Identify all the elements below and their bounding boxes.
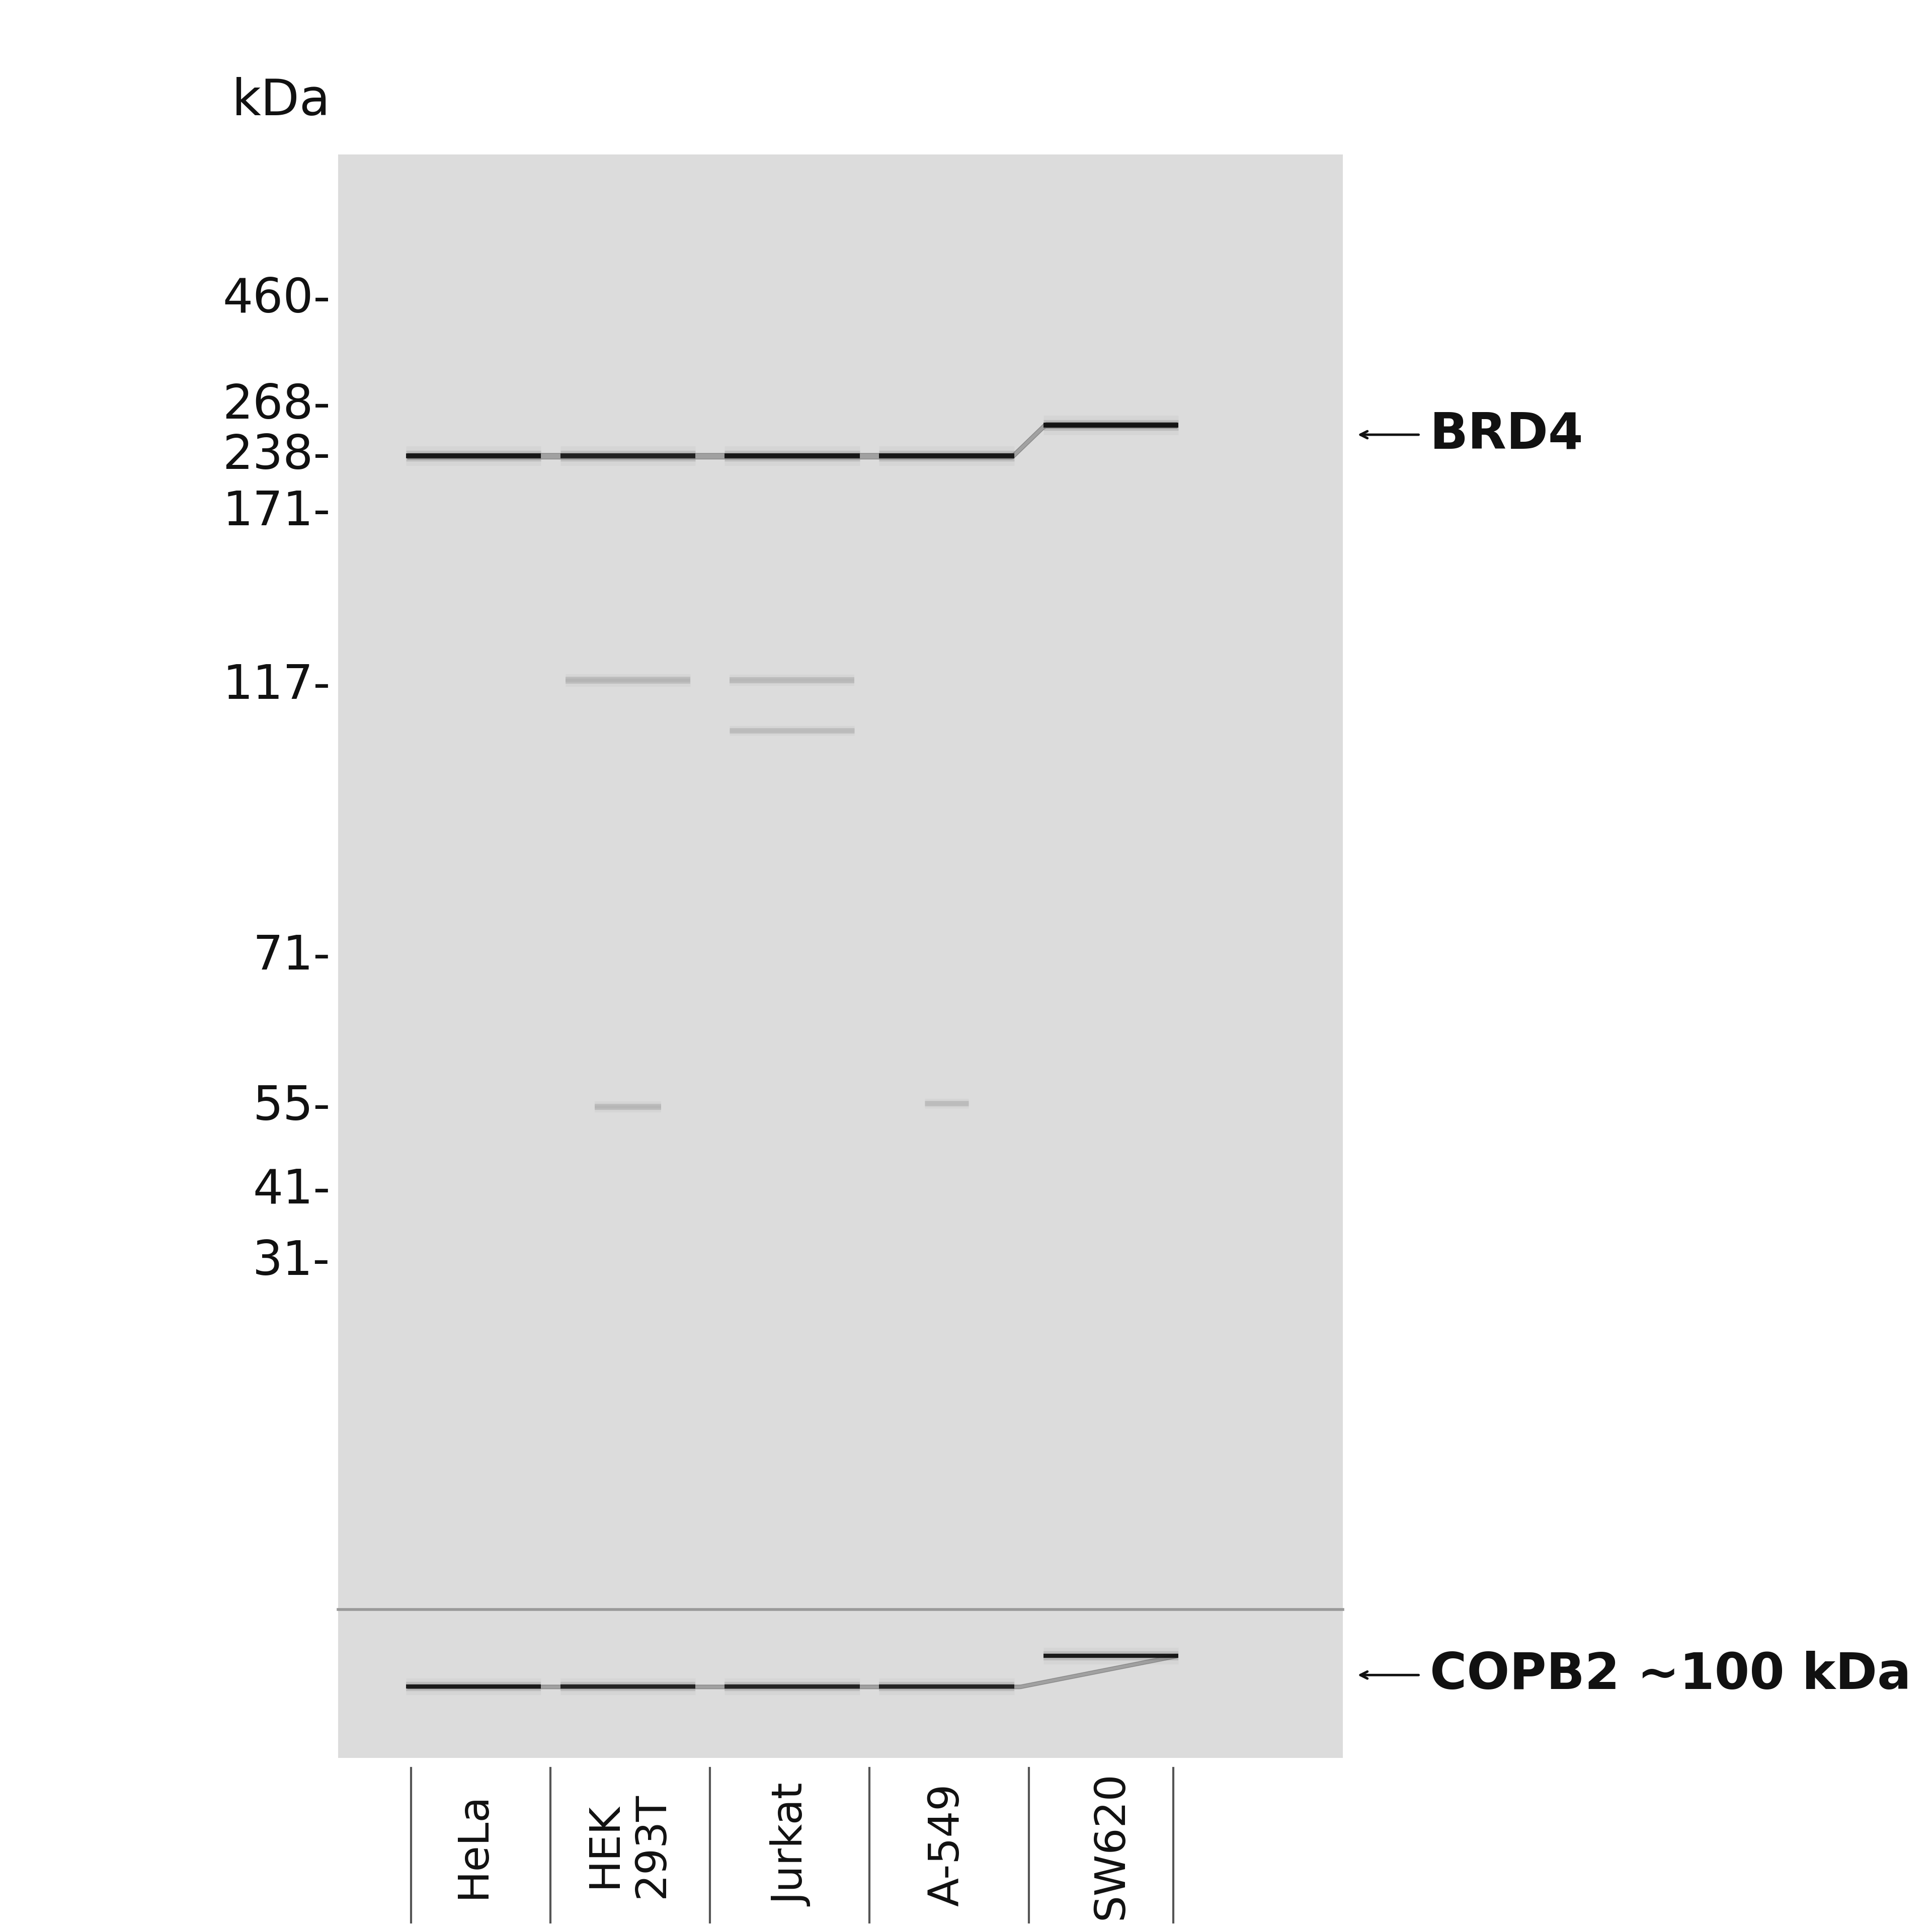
Text: 117-: 117- bbox=[222, 663, 330, 709]
Bar bbox=[338, 155, 1343, 1758]
Text: 171-: 171- bbox=[222, 489, 330, 535]
Text: 238-: 238- bbox=[222, 433, 330, 479]
Text: BRD4: BRD4 bbox=[1430, 410, 1584, 460]
Text: kDa: kDa bbox=[232, 77, 330, 126]
Text: HeLa: HeLa bbox=[452, 1791, 495, 1899]
Text: COPB2 ~100 kDa: COPB2 ~100 kDa bbox=[1430, 1650, 1911, 1700]
Text: 31-: 31- bbox=[253, 1238, 330, 1285]
Text: Jurkat: Jurkat bbox=[771, 1783, 813, 1907]
Text: 268-: 268- bbox=[222, 383, 330, 429]
Text: SW620: SW620 bbox=[1090, 1772, 1132, 1918]
Text: 71-: 71- bbox=[253, 933, 330, 980]
Text: A-549: A-549 bbox=[925, 1783, 968, 1907]
Text: HEK
293T: HEK 293T bbox=[583, 1793, 672, 1897]
Text: 55-: 55- bbox=[253, 1084, 330, 1130]
Text: 460-: 460- bbox=[222, 276, 330, 323]
Text: 41-: 41- bbox=[253, 1167, 330, 1213]
